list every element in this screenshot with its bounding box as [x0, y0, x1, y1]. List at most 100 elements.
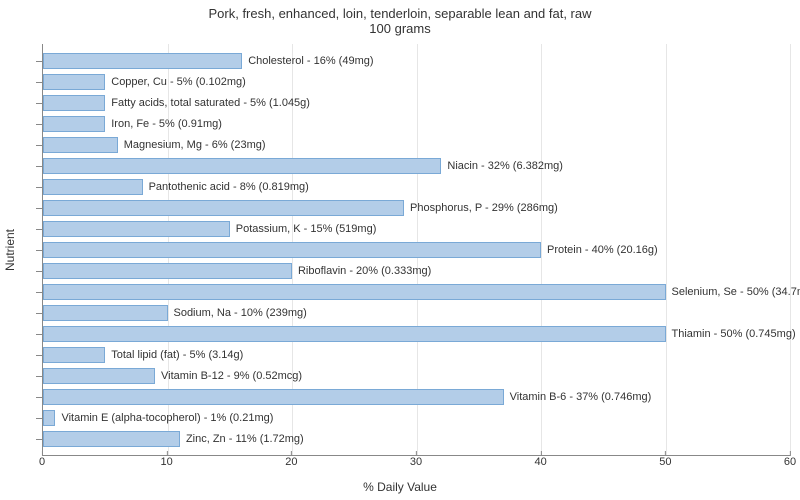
bar-label: Magnesium, Mg - 6% (23mg)	[120, 139, 266, 151]
y-tick-mark	[36, 439, 42, 440]
y-tick-mark	[36, 166, 42, 167]
bar	[43, 305, 168, 321]
x-tick-mark	[167, 451, 168, 456]
bar-label: Copper, Cu - 5% (0.102mg)	[107, 76, 246, 88]
bar-slot: Iron, Fe - 5% (0.91mg)	[43, 113, 790, 134]
bar-label: Niacin - 32% (6.382mg)	[443, 160, 563, 172]
y-tick-mark	[36, 292, 42, 293]
bar-label: Selenium, Se - 50% (34.7mcg)	[668, 286, 800, 298]
bar-slot: Protein - 40% (20.16g)	[43, 239, 790, 260]
bar-slot: Copper, Cu - 5% (0.102mg)	[43, 71, 790, 92]
bar-label: Iron, Fe - 5% (0.91mg)	[107, 118, 222, 130]
chart-title: Pork, fresh, enhanced, loin, tenderloin,…	[0, 6, 800, 36]
bar-label: Pantothenic acid - 8% (0.819mg)	[145, 181, 309, 193]
y-ticks	[36, 44, 42, 456]
bars-group: Cholesterol - 16% (49mg) Copper, Cu - 5% …	[43, 44, 790, 455]
y-tick-mark	[36, 124, 42, 125]
x-tick-label: 20	[285, 456, 297, 468]
bar-slot: Fatty acids, total saturated - 5% (1.045…	[43, 92, 790, 113]
bar-slot: Total lipid (fat) - 5% (3.14g)	[43, 345, 790, 366]
bar-slot: Vitamin E (alpha-tocopherol) - 1% (0.21m…	[43, 408, 790, 429]
bar	[43, 95, 105, 111]
bar-slot: Vitamin B-6 - 37% (0.746mg)	[43, 387, 790, 408]
bar	[43, 179, 143, 195]
bar-slot: Cholesterol - 16% (49mg)	[43, 50, 790, 71]
bar-slot: Sodium, Na - 10% (239mg)	[43, 303, 790, 324]
x-tick-mark	[541, 451, 542, 456]
plot-area: Cholesterol - 16% (49mg) Copper, Cu - 5% …	[42, 44, 790, 456]
x-tick-label: 50	[659, 456, 671, 468]
x-tick-label: 60	[784, 456, 796, 468]
y-axis-label: Nutrient	[3, 229, 17, 271]
x-tick-mark	[416, 451, 417, 456]
bar	[43, 242, 541, 258]
bar	[43, 431, 180, 447]
x-tick-mark	[790, 451, 791, 456]
y-tick-mark	[36, 229, 42, 230]
y-tick-mark	[36, 103, 42, 104]
y-tick-mark	[36, 355, 42, 356]
bar-label: Potassium, K - 15% (519mg)	[232, 223, 377, 235]
y-tick-mark	[36, 145, 42, 146]
bar	[43, 116, 105, 132]
bar-label: Vitamin B-6 - 37% (0.746mg)	[506, 391, 652, 403]
y-tick-mark	[36, 418, 42, 419]
y-tick-mark	[36, 334, 42, 335]
bar-label: Total lipid (fat) - 5% (3.14g)	[107, 349, 243, 361]
bar-label: Zinc, Zn - 11% (1.72mg)	[182, 433, 304, 445]
x-tick-label: 0	[39, 456, 45, 468]
y-tick-mark	[36, 271, 42, 272]
bar-slot: Pantothenic acid - 8% (0.819mg)	[43, 176, 790, 197]
bar-label: Phosphorus, P - 29% (286mg)	[406, 202, 558, 214]
x-tick-label: 10	[161, 456, 173, 468]
chart-title-line-1: Pork, fresh, enhanced, loin, tenderloin,…	[0, 6, 800, 21]
bar-slot: Phosphorus, P - 29% (286mg)	[43, 197, 790, 218]
bar-slot: Vitamin B-12 - 9% (0.52mcg)	[43, 366, 790, 387]
bar	[43, 200, 404, 216]
bar-slot: Zinc, Zn - 11% (1.72mg)	[43, 429, 790, 450]
y-tick-mark	[36, 397, 42, 398]
bar-label: Protein - 40% (20.16g)	[543, 244, 658, 256]
y-tick-mark	[36, 208, 42, 209]
bar-label: Fatty acids, total saturated - 5% (1.045…	[107, 97, 310, 109]
bar	[43, 53, 242, 69]
y-tick-mark	[36, 313, 42, 314]
x-axis-label: % Daily Value	[0, 480, 800, 494]
y-tick-mark	[36, 82, 42, 83]
x-tick-label: 30	[410, 456, 422, 468]
bar	[43, 368, 155, 384]
bar	[43, 158, 441, 174]
bar-slot: Niacin - 32% (6.382mg)	[43, 155, 790, 176]
x-ticks: 0102030405060	[42, 456, 790, 476]
bar-label: Vitamin B-12 - 9% (0.52mcg)	[157, 370, 302, 382]
bar-slot: Riboflavin - 20% (0.333mg)	[43, 261, 790, 282]
bar	[43, 137, 118, 153]
bar-slot: Potassium, K - 15% (519mg)	[43, 218, 790, 239]
chart-title-line-2: 100 grams	[0, 21, 800, 36]
y-tick-mark	[36, 61, 42, 62]
grid-line	[790, 44, 791, 455]
chart-container: Pork, fresh, enhanced, loin, tenderloin,…	[0, 0, 800, 500]
x-tick-mark	[42, 451, 43, 456]
bar-label: Sodium, Na - 10% (239mg)	[169, 307, 306, 319]
x-tick-mark	[665, 451, 666, 456]
bar	[43, 347, 105, 363]
y-tick-mark	[36, 187, 42, 188]
bar-label: Vitamin E (alpha-tocopherol) - 1% (0.21m…	[57, 412, 273, 424]
bar-label: Thiamin - 50% (0.745mg)	[668, 328, 796, 340]
bar	[43, 284, 666, 300]
bar-slot: Magnesium, Mg - 6% (23mg)	[43, 134, 790, 155]
bar-label: Riboflavin - 20% (0.333mg)	[294, 265, 431, 277]
bar	[43, 74, 105, 90]
x-tick-mark	[291, 451, 292, 456]
bar	[43, 326, 666, 342]
bar	[43, 389, 504, 405]
x-tick-label: 40	[535, 456, 547, 468]
bar	[43, 221, 230, 237]
y-tick-mark	[36, 250, 42, 251]
bar	[43, 410, 55, 426]
bar-slot: Thiamin - 50% (0.745mg)	[43, 324, 790, 345]
y-tick-mark	[36, 376, 42, 377]
bar-label: Cholesterol - 16% (49mg)	[244, 55, 373, 67]
bar-slot: Selenium, Se - 50% (34.7mcg)	[43, 282, 790, 303]
